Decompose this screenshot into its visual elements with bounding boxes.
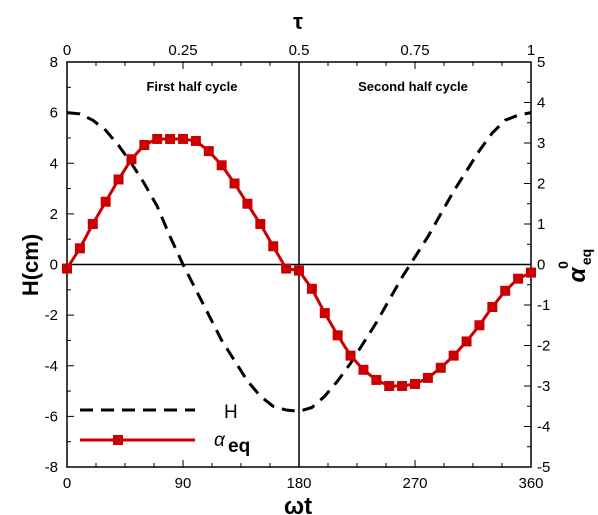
data-point-alpha-eq — [229, 178, 240, 189]
data-point-alpha-eq — [139, 140, 150, 151]
data-point-alpha-eq — [371, 374, 382, 385]
data-point-alpha-eq — [332, 330, 343, 341]
data-point-alpha-eq — [487, 302, 498, 313]
y-left-tick-label: -8 — [45, 459, 58, 476]
data-point-alpha-eq — [474, 320, 485, 331]
x-top-tick-label: 0.5 — [289, 42, 310, 59]
y-right-tick-label: -4 — [537, 419, 550, 436]
legend-label-h: H — [224, 402, 238, 423]
data-point-alpha-eq — [397, 381, 408, 391]
legend-label-alpha: α — [214, 430, 226, 451]
data-point-alpha-eq — [526, 267, 536, 278]
legend-label-alpha-sub: eq — [228, 436, 250, 457]
y-left-tick-label: 6 — [50, 105, 58, 122]
data-point-alpha-eq — [461, 336, 472, 347]
y-left-tick-label: -4 — [45, 358, 58, 375]
y-left-tick-label: 8 — [50, 54, 58, 71]
data-point-alpha-eq — [126, 154, 137, 165]
legend: H α eq — [80, 402, 250, 457]
x-tick-label: 360 — [518, 475, 543, 492]
data-point-alpha-eq — [448, 350, 459, 361]
annotation-first-half: First half cycle — [146, 79, 237, 94]
y-right-tick-label: -3 — [537, 378, 550, 395]
y-axis-right-sup: 0 — [555, 261, 571, 269]
x-axis-title: ωt — [284, 493, 312, 515]
data-point-alpha-eq — [190, 135, 201, 146]
y-left-tick-label: 4 — [50, 155, 58, 172]
x-tick-label: 270 — [402, 475, 427, 492]
y-left-tick-label: -6 — [45, 408, 58, 425]
series-line-h — [66, 111, 532, 413]
data-point-alpha-eq — [165, 133, 176, 144]
data-point-alpha-eq — [358, 364, 369, 375]
x-top-tick-label: 0.25 — [168, 42, 197, 59]
y-right-tick-label: -2 — [537, 338, 550, 355]
annotation-second-half: Second half cycle — [358, 79, 468, 94]
data-point-alpha-eq — [410, 378, 420, 389]
x-tick-label: 0 — [63, 475, 71, 492]
y-axis-left-title: H(cm) — [18, 234, 43, 296]
y-left-tick-label: 2 — [50, 206, 58, 223]
x-top-tick-label: 0.75 — [400, 42, 429, 59]
y-right-tick-label: 1 — [537, 216, 545, 233]
x-top-tick-label: 1 — [527, 42, 535, 59]
y-axis-right-main: α — [564, 266, 591, 282]
top-axis-title: τ — [293, 9, 303, 34]
y-right-tick-label: 5 — [537, 54, 545, 71]
y-right-tick-label: -5 — [537, 459, 550, 476]
data-point-alpha-eq — [294, 265, 304, 276]
y-axis-right-title: α eq 0 — [555, 249, 594, 283]
data-point-alpha-eq — [203, 146, 214, 157]
data-point-alpha-eq — [345, 350, 356, 361]
y-left-tick-label: -2 — [45, 307, 58, 324]
data-point-alpha-eq — [319, 308, 330, 319]
y-axis-right-sub: eq — [578, 249, 594, 265]
x-tick-label: 180 — [286, 475, 311, 492]
y-right-tick-label: 4 — [537, 95, 545, 112]
data-point-alpha-eq — [242, 198, 253, 209]
data-point-alpha-eq — [178, 133, 188, 144]
data-point-alpha-eq — [384, 381, 395, 391]
data-point-alpha-eq — [113, 174, 124, 185]
y-right-tick-label: 2 — [537, 176, 545, 193]
data-point-alpha-eq — [435, 362, 446, 373]
data-point-alpha-eq — [500, 285, 511, 296]
data-point-alpha-eq — [268, 241, 279, 252]
data-point-alpha-eq — [152, 133, 163, 144]
y-right-tick-label: -1 — [537, 297, 550, 314]
data-point-alpha-eq — [255, 219, 266, 229]
data-point-alpha-eq — [74, 243, 85, 254]
data-point-alpha-eq — [422, 372, 433, 383]
data-point-alpha-eq — [216, 160, 227, 171]
x-tick-label: 90 — [175, 475, 192, 492]
x-top-tick-label: 0 — [63, 42, 71, 59]
data-point-alpha-eq — [306, 283, 317, 294]
data-point-alpha-eq — [281, 263, 292, 274]
data-point-alpha-eq — [87, 219, 98, 229]
y-right-tick-label: 0 — [537, 257, 545, 274]
data-point-alpha-eq — [100, 196, 111, 207]
data-point-alpha-eq — [513, 273, 524, 284]
y-left-tick-label: 0 — [50, 257, 58, 274]
data-point-alpha-eq — [62, 263, 72, 274]
legend-marker-alpha — [113, 435, 123, 445]
y-right-tick-label: 3 — [537, 135, 545, 152]
